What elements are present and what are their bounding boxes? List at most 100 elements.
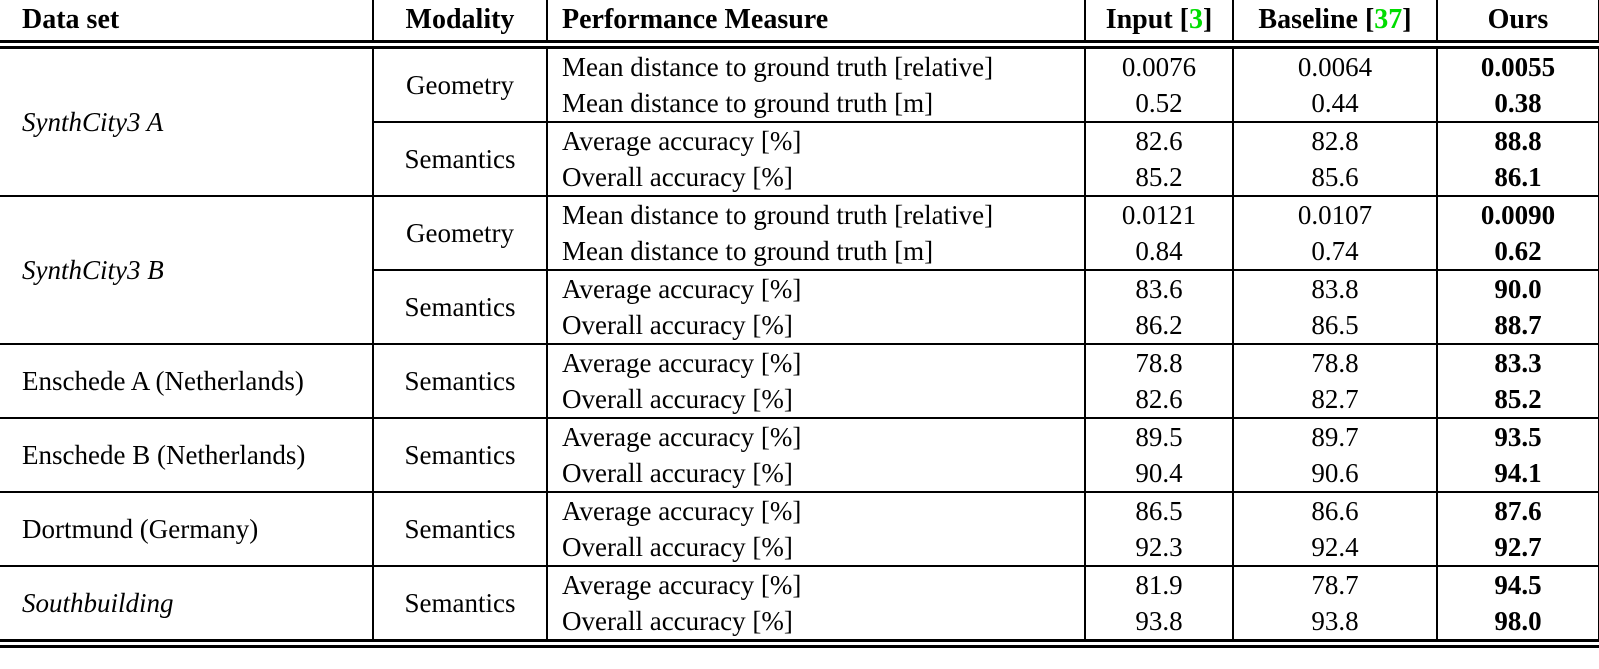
baseline-value: 78.7	[1233, 566, 1438, 603]
input-value: 90.4	[1085, 455, 1234, 493]
measure-cell: Average accuracy [%]	[547, 418, 1086, 455]
input-value: 85.2	[1085, 159, 1234, 197]
table-row: Overall accuracy [%] 92.3 92.4 92.7	[0, 529, 1599, 567]
measure-cell: Mean distance to ground truth [m]	[547, 233, 1086, 271]
baseline-header-label: Baseline	[1258, 4, 1358, 35]
table-row: Overall accuracy [%] 86.2 86.5 88.7	[0, 307, 1599, 345]
baseline-value: 0.0064	[1233, 44, 1438, 85]
measure-cell: Overall accuracy [%]	[547, 307, 1086, 345]
table-row: Overall accuracy [%] 93.8 93.8 98.0	[0, 603, 1599, 648]
modality-cell: Geometry	[373, 196, 548, 271]
table-row: Enschede B (Netherlands) Semantics Avera…	[0, 418, 1599, 493]
dataset-cell: SynthCity3 A	[0, 44, 374, 197]
measure-cell: Overall accuracy [%]	[547, 455, 1086, 493]
citation-number: 37	[1374, 4, 1403, 35]
modality-cell: Semantics	[373, 418, 548, 493]
table-row: Enschede A (Netherlands) Semantics Avera…	[0, 344, 1599, 419]
dataset-cell: SynthCity3 B	[0, 196, 374, 345]
dataset-cell: Enschede B (Netherlands)	[0, 418, 374, 493]
table-row: Semantics Average accuracy [%] 83.6 83.8…	[0, 270, 1599, 345]
baseline-value: 0.74	[1233, 233, 1438, 271]
input-value: 78.8	[1085, 344, 1234, 381]
ours-value: 0.0055	[1437, 44, 1599, 85]
input-value: 0.52	[1085, 85, 1234, 123]
ours-value: 92.7	[1437, 529, 1599, 567]
citation-number: 3	[1188, 4, 1203, 35]
column-header-baseline: Baseline [37]	[1233, 0, 1438, 49]
input-value: 92.3	[1085, 529, 1234, 567]
baseline-value: 90.6	[1233, 455, 1438, 493]
table-row: Dortmund (Germany) Semantics Average acc…	[0, 492, 1599, 567]
column-header-modality: Modality	[373, 0, 548, 49]
input-value: 81.9	[1085, 566, 1234, 603]
baseline-value: 78.8	[1233, 344, 1438, 381]
ours-value: 0.0090	[1437, 196, 1599, 233]
modality-cell: Geometry	[373, 44, 548, 123]
column-header-measure: Performance Measure	[547, 0, 1086, 49]
measure-cell: Average accuracy [%]	[547, 270, 1086, 307]
ours-value: 88.8	[1437, 122, 1599, 159]
ours-value: 98.0	[1437, 603, 1599, 648]
input-header-label: Input	[1105, 4, 1173, 35]
dataset-cell: Dortmund (Germany)	[0, 492, 374, 567]
column-header-dataset: Data set	[0, 0, 374, 49]
table-row: SynthCity3 A Geometry Mean distance to g…	[0, 44, 1599, 197]
baseline-value: 85.6	[1233, 159, 1438, 197]
measure-cell: Average accuracy [%]	[547, 122, 1086, 159]
input-value: 86.5	[1085, 492, 1234, 529]
modality-cell: Semantics	[373, 122, 548, 197]
baseline-value: 83.8	[1233, 270, 1438, 307]
ours-value: 88.7	[1437, 307, 1599, 345]
input-value: 82.6	[1085, 122, 1234, 159]
baseline-value: 92.4	[1233, 529, 1438, 567]
measure-cell: Average accuracy [%]	[547, 492, 1086, 529]
baseline-value: 82.7	[1233, 381, 1438, 419]
table-row: Mean distance to ground truth [m] 0.52 0…	[0, 85, 1599, 123]
baseline-value: 93.8	[1233, 603, 1438, 648]
table-row: Overall accuracy [%] 82.6 82.7 85.2	[0, 381, 1599, 419]
baseline-value: 89.7	[1233, 418, 1438, 455]
baseline-value: 0.0107	[1233, 196, 1438, 233]
measure-cell: Mean distance to ground truth [m]	[547, 85, 1086, 123]
ours-value: 94.5	[1437, 566, 1599, 603]
modality-cell: Semantics	[373, 270, 548, 345]
ours-value: 90.0	[1437, 270, 1599, 307]
modality-cell: Semantics	[373, 492, 548, 567]
baseline-value: 0.44	[1233, 85, 1438, 123]
table-row: SynthCity3 B Geometry Mean distance to g…	[0, 196, 1599, 345]
bracket: ]	[1202, 4, 1213, 35]
ours-value: 85.2	[1437, 381, 1599, 419]
dataset-cell: Enschede A (Netherlands)	[0, 344, 374, 419]
input-value: 89.5	[1085, 418, 1234, 455]
input-value: 0.0076	[1085, 44, 1234, 85]
bracket: ]	[1402, 4, 1412, 35]
ours-value: 0.62	[1437, 233, 1599, 271]
table-row: Overall accuracy [%] 85.2 85.6 86.1	[0, 159, 1599, 197]
ours-value: 93.5	[1437, 418, 1599, 455]
modality-cell: Semantics	[373, 566, 548, 648]
column-header-input: Input [3]	[1085, 0, 1234, 49]
measure-cell: Overall accuracy [%]	[547, 603, 1086, 648]
modality-cell: Semantics	[373, 344, 548, 419]
measure-cell: Mean distance to ground truth [relative]	[547, 44, 1086, 85]
column-header-ours: Ours	[1437, 0, 1599, 49]
measure-cell: Overall accuracy [%]	[547, 529, 1086, 567]
measure-cell: Average accuracy [%]	[547, 344, 1086, 381]
ours-value: 87.6	[1437, 492, 1599, 529]
table-row: Semantics Average accuracy [%] 82.6 82.8…	[0, 122, 1599, 197]
ours-value: 0.38	[1437, 85, 1599, 123]
measure-cell: Mean distance to ground truth [relative]	[547, 196, 1086, 233]
input-value: 83.6	[1085, 270, 1234, 307]
results-table: Data set Modality Performance Measure In…	[0, 0, 1599, 648]
input-value: 86.2	[1085, 307, 1234, 345]
table-row: Southbuilding Semantics Average accuracy…	[0, 566, 1599, 648]
baseline-value: 86.6	[1233, 492, 1438, 529]
measure-cell: Overall accuracy [%]	[547, 381, 1086, 419]
baseline-value: 86.5	[1233, 307, 1438, 345]
input-value: 0.0121	[1085, 196, 1234, 233]
measure-cell: Overall accuracy [%]	[547, 159, 1086, 197]
baseline-value: 82.8	[1233, 122, 1438, 159]
ours-value: 83.3	[1437, 344, 1599, 381]
input-value: 93.8	[1085, 603, 1234, 648]
ours-value: 94.1	[1437, 455, 1599, 493]
